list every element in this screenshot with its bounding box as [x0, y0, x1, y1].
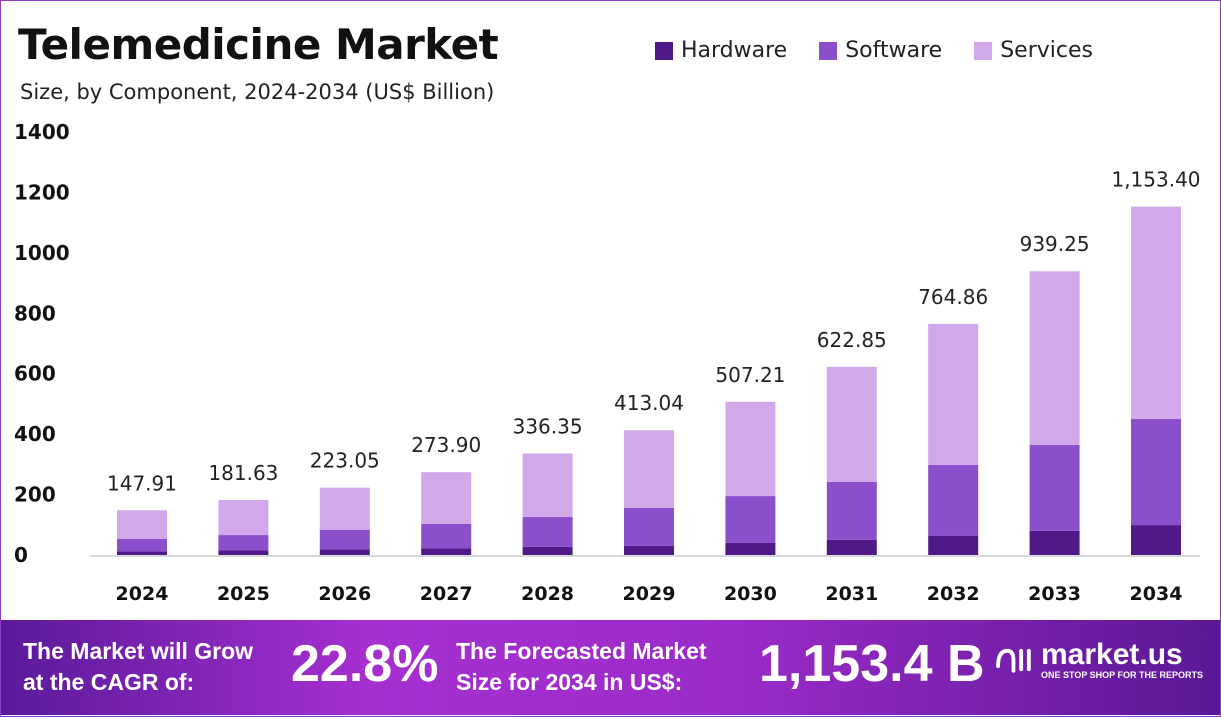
y-tick-label: 1400 [14, 120, 70, 144]
bar-segment-software [1131, 419, 1181, 526]
total-data-label: 1,153.40 [1111, 168, 1200, 192]
forecast-label-line: Size for 2034 in US$: [456, 669, 683, 695]
forecast-label-line: The Forecasted Market [456, 638, 707, 664]
total-data-label: 764.86 [918, 285, 988, 309]
forecast-value: 1,153.4 B [759, 635, 985, 693]
total-data-label: 147.91 [107, 471, 177, 495]
legend-swatch [655, 41, 673, 60]
legend-item-services: Services [974, 38, 1093, 63]
y-tick-label: 1200 [14, 180, 70, 204]
bar-segment-services [319, 487, 370, 530]
bar-segment-hardware [319, 549, 370, 555]
logo-text: market.us [1041, 638, 1183, 671]
bar-segment-hardware [624, 545, 674, 555]
bar-segment-hardware [826, 539, 877, 555]
bar-segment-hardware [725, 542, 776, 555]
bar-segment-services [624, 430, 674, 508]
total-data-label: 223.05 [310, 449, 380, 473]
x-tick-label: 2031 [825, 583, 878, 605]
legend-label: Hardware [681, 38, 788, 63]
cagr-value: 22.8% [291, 635, 439, 693]
bar-segment-hardware [1131, 525, 1181, 555]
x-tick-label: 2028 [521, 583, 574, 605]
total-data-label: 336.35 [513, 414, 583, 438]
bar-segment-software [624, 507, 674, 546]
cagr-label-line: at the CAGR of: [23, 669, 195, 695]
chart-subtitle: Size, by Component, 2024-2034 (US$ Billi… [20, 80, 495, 104]
legend-swatch [819, 41, 838, 60]
bar-segment-services [928, 323, 979, 465]
bar-segment-services [421, 472, 472, 524]
x-tick-label: 2034 [1130, 583, 1183, 605]
y-tick-label: 0 [14, 543, 28, 567]
x-tick-label: 2029 [623, 583, 676, 605]
bar-segment-software [522, 516, 573, 547]
x-tick-label: 2030 [724, 583, 777, 605]
bar-segment-software [928, 464, 979, 536]
bar-segment-hardware [117, 551, 167, 555]
legend-label: Services [1000, 38, 1093, 63]
legend-item-software: Software [819, 38, 942, 63]
total-data-label: 622.85 [817, 328, 887, 352]
y-tick-label: 600 [14, 362, 56, 386]
bar-chart: 0 200 400 600 800 1000 1200 1400 147.91 2024 181.6… [14, 120, 1201, 605]
x-tick-label: 2026 [318, 583, 371, 605]
y-tick-label: 200 [14, 483, 56, 507]
bar-segment-services [725, 401, 776, 497]
bar-segment-services [826, 366, 877, 482]
bar-segment-software [725, 496, 776, 543]
bar-segment-software [218, 535, 269, 551]
legend: Hardware Software Services [655, 38, 1093, 63]
bar-segment-hardware [928, 535, 979, 555]
bar-segment-hardware [421, 548, 472, 555]
x-tick-label: 2033 [1028, 583, 1081, 605]
bar-segment-software [826, 481, 877, 540]
bar-segment-services [117, 510, 167, 539]
footer-banner: The Market will Grow at the CAGR of: 22.8… [1, 620, 1220, 715]
bar-segment-services [522, 453, 573, 517]
bar-segment-software [421, 523, 472, 549]
bar-segment-software [117, 538, 167, 552]
legend-label: Software [845, 38, 943, 63]
marketus-logo: market.us ONE STOP SHOP FOR THE REPORTS [995, 640, 1203, 680]
total-data-label: 939.25 [1020, 232, 1090, 256]
total-data-label: 413.04 [614, 391, 684, 415]
legend-swatch [974, 41, 993, 60]
bar-segment-software [1029, 445, 1080, 531]
bar-segment-services [218, 500, 269, 536]
y-tick-label: 400 [14, 422, 56, 446]
y-tick-label: 800 [14, 301, 56, 325]
legend-item-hardware: Hardware [655, 38, 787, 63]
x-tick-label: 2025 [217, 583, 270, 605]
bar-segment-hardware [1029, 530, 1080, 555]
cagr-label-line: The Market will Grow [23, 638, 254, 664]
cagr-label: The Market will Grow at the CAGR of: [23, 636, 253, 698]
bar-segment-software [319, 529, 370, 550]
x-tick-label: 2024 [116, 583, 169, 605]
bar-segment-hardware [218, 550, 269, 555]
bar-segment-hardware [522, 546, 573, 555]
bar-segment-services [1131, 206, 1181, 420]
y-tick-label: 1000 [14, 241, 70, 265]
total-data-label: 507.21 [715, 363, 785, 387]
chart-title: Telemedicine Market [18, 20, 499, 69]
bar-segment-services [1029, 271, 1080, 446]
x-tick-label: 2027 [420, 583, 473, 605]
total-data-label: 181.63 [208, 461, 278, 485]
x-tick-label: 2032 [927, 583, 980, 605]
forecast-label: The Forecasted Market Size for 2034 in US… [456, 636, 707, 698]
logo-icon [996, 648, 1031, 673]
logo-tagline: ONE STOP SHOP FOR THE REPORTS [1041, 670, 1204, 680]
total-data-label: 273.90 [411, 433, 481, 457]
